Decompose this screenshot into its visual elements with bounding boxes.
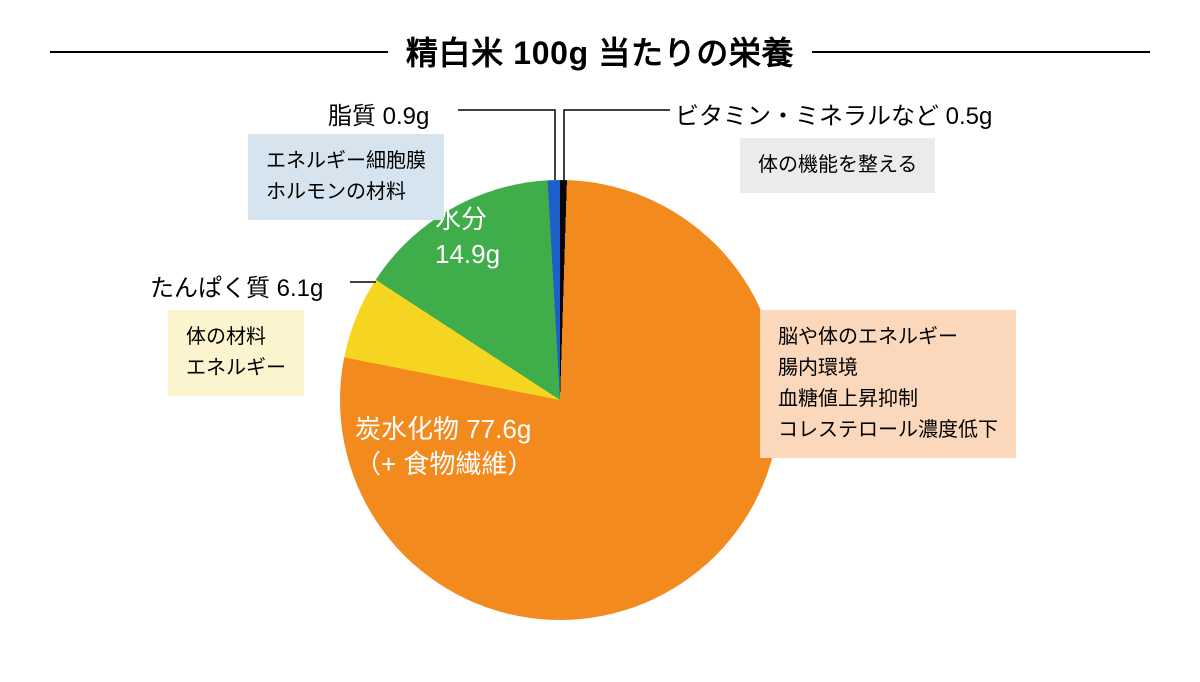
callout-vitamins: ビタミン・ミネラルなど 0.5g	[675, 96, 992, 131]
slice-label-water: 水分14.9g	[435, 202, 500, 272]
desc-box-fat: エネルギー細胞膜ホルモンの材料	[248, 134, 444, 220]
chart-stage: 精白米 100g 当たりの栄養 水分14.9g 炭水化物 77.6g（+ 食物繊…	[0, 0, 1200, 682]
title-rule-left	[50, 51, 388, 53]
callout-fat: 脂質 0.9g	[328, 96, 429, 131]
title-bar: 精白米 100g 当たりの栄養	[0, 28, 1200, 74]
callout-protein: たんぱく質 6.1g	[150, 268, 323, 303]
slice-label-carbs: 炭水化物 77.6g（+ 食物繊維）	[355, 412, 533, 482]
chart-title: 精白米 100g 当たりの栄養	[388, 28, 812, 74]
title-rule-right	[812, 51, 1150, 53]
desc-box-protein: 体の材料エネルギー	[168, 310, 304, 396]
desc-box-vitamins: 体の機能を整える	[740, 138, 935, 193]
nutrition-pie	[340, 180, 780, 620]
desc-box-carbs: 脳や体のエネルギー腸内環境血糖値上昇抑制コレステロール濃度低下	[760, 310, 1016, 458]
